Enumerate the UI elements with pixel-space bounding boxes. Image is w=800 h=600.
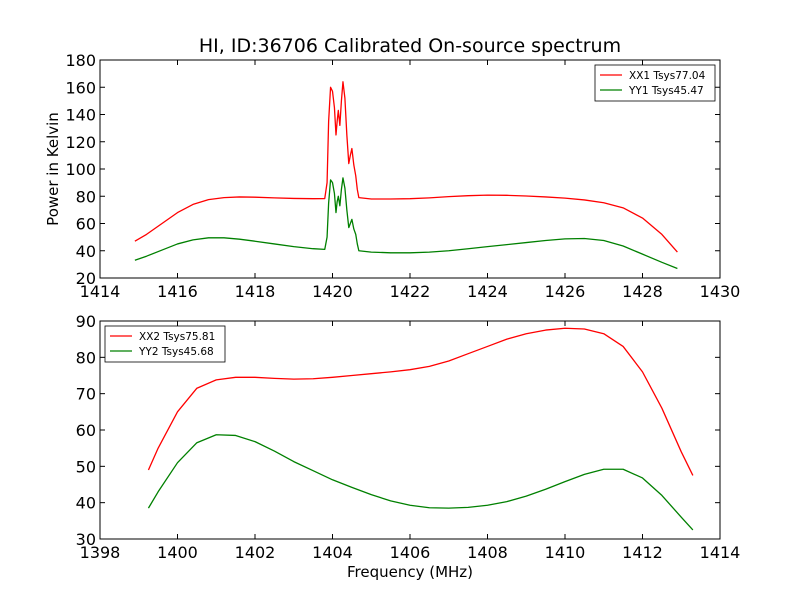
y-tick-label: 60 <box>76 421 96 440</box>
x-tick-label: 1410 <box>545 543 586 562</box>
y-tick-label: 70 <box>76 385 96 404</box>
x-tick-label: 1416 <box>157 282 198 301</box>
legend-entry: XX1 Tsys77.04 <box>629 70 706 82</box>
legend-box <box>104 325 226 363</box>
y-tick-label: 90 <box>76 312 96 331</box>
x-tick-label: 1398 <box>80 543 121 562</box>
y-tick-label: 120 <box>65 133 96 152</box>
legend: XX2 Tsys75.81 YY2 Tsys45.68 <box>104 325 226 363</box>
chart-panel-2: 1398 1400 1402 1404 1406 1408 1410 1412 1414 30 40… <box>76 312 741 581</box>
y-tick-label: 80 <box>76 187 96 206</box>
legend-entry: XX2 Tsys75.81 <box>139 331 215 343</box>
y-tick-label: 80 <box>76 348 96 367</box>
y-tick-label: 40 <box>76 242 96 261</box>
series-line-yy2 <box>147 434 694 531</box>
x-tick-label: 1412 <box>622 543 663 562</box>
x-tick-label: 1402 <box>235 543 276 562</box>
y-tick-label: 180 <box>65 51 96 70</box>
x-tick-label: 1400 <box>157 543 198 562</box>
y-tick-label: 30 <box>76 530 96 549</box>
x-tick-label: 1414 <box>700 543 741 562</box>
y-tick-label: 60 <box>76 215 96 234</box>
x-tick-label: 1404 <box>312 543 353 562</box>
y-tick-label: 50 <box>76 457 96 476</box>
y-tick-label: 20 <box>76 269 96 288</box>
legend-entry: YY1 Tsys45.47 <box>628 85 704 97</box>
x-tick-label: 1418 <box>235 282 276 301</box>
x-tick-label: 1406 <box>390 543 431 562</box>
series-line-yy1 <box>134 177 678 270</box>
series-line-xx2 <box>147 327 694 476</box>
y-tick-label: 40 <box>76 494 96 513</box>
x-tick-label: 1414 <box>80 282 121 301</box>
x-tick-label: 1422 <box>390 282 431 301</box>
y-axis-label: Power in Kelvin <box>44 112 62 226</box>
x-tick-label: 1408 <box>467 543 508 562</box>
chart-title: HI, ID:36706 Calibrated On-source spectr… <box>199 35 621 57</box>
legend-entry: YY2 Tsys45.68 <box>138 346 214 358</box>
y-tick-label: 100 <box>65 160 96 179</box>
series-line-xx1 <box>134 81 678 253</box>
x-tick-label: 1424 <box>467 282 508 301</box>
chart-panel-1: 1414 1416 1418 1420 1422 1424 1426 1428 1430 20 40… <box>44 35 740 301</box>
y-tick-label: 140 <box>65 106 96 125</box>
x-tick-label: 1420 <box>312 282 353 301</box>
legend-box <box>594 64 716 102</box>
x-tick-label: 1428 <box>622 282 663 301</box>
x-tick-label: 1430 <box>700 282 741 301</box>
x-axis-label: Frequency (MHz) <box>347 563 473 581</box>
y-tick-label: 160 <box>65 78 96 97</box>
legend: XX1 Tsys77.04 YY1 Tsys45.47 <box>594 64 716 102</box>
x-tick-label: 1426 <box>545 282 586 301</box>
